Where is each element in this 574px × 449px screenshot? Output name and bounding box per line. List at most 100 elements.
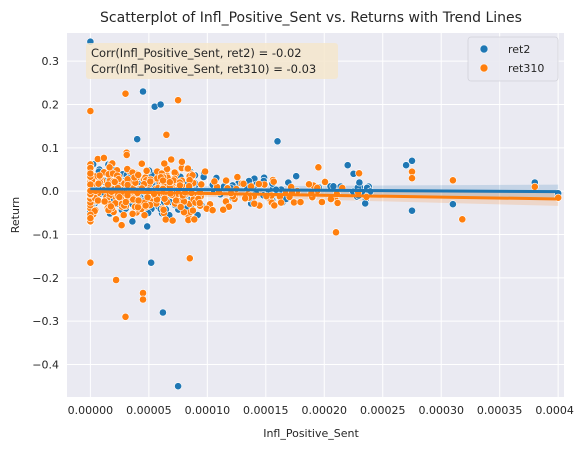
point-ret310 (167, 155, 176, 164)
point-ret310 (122, 150, 131, 159)
point-ret310 (530, 182, 539, 191)
point-ret2 (128, 217, 137, 226)
point-ret310 (333, 198, 342, 207)
legend-label-ret2: ret2 (508, 43, 530, 56)
x-axis-label: Infl_Positive_Sent (263, 427, 359, 440)
legend: ret2 ret310 (467, 36, 559, 82)
y-tick-label: 0.0 (42, 185, 60, 198)
point-ret310 (270, 201, 279, 210)
point-ret310 (208, 206, 217, 215)
point-ret2 (408, 206, 416, 215)
y-axis-ticks: −0.4 −0.3 −0.2 −0.1 0.0 0.1 0.2 0.3 (32, 55, 59, 371)
y-tick-label: 0.3 (42, 55, 60, 68)
annotation-box (86, 43, 338, 79)
point-ret310 (269, 177, 278, 186)
point-ret310 (123, 180, 132, 189)
x-tick-label: 0.00025 (360, 404, 406, 417)
y-axis-label: Return (9, 197, 22, 234)
point-ret310 (139, 295, 147, 304)
point-ret310 (86, 169, 95, 178)
point-ret310 (408, 174, 416, 183)
legend-marker-ret2 (479, 44, 489, 54)
point-ret2 (448, 200, 457, 209)
legend-marker-ret310 (479, 63, 489, 73)
point-ret310 (239, 179, 248, 188)
point-ret310 (177, 157, 186, 166)
point-ret310 (162, 130, 171, 139)
trend-line-ret2 (90, 187, 559, 194)
point-ret310 (104, 180, 112, 189)
point-ret310 (161, 215, 170, 224)
point-ret310 (105, 163, 114, 172)
point-ret310 (134, 170, 143, 179)
legend-label-ret310: ret310 (508, 62, 544, 75)
point-ret310 (137, 159, 146, 168)
point-ret310 (296, 198, 305, 206)
point-ret310 (408, 167, 416, 176)
y-tick-label: −0.1 (32, 229, 59, 242)
point-ret2 (143, 222, 152, 231)
y-tick-label: 0.2 (42, 99, 60, 112)
point-ret310 (290, 198, 298, 207)
point-ret310 (165, 178, 174, 187)
point-ret310 (314, 163, 323, 172)
point-ret310 (112, 276, 120, 284)
legend-box (467, 36, 559, 82)
annotation-line-ret2: Corr(Infl_Positive_Sent, ret2) = -0.02 (91, 46, 302, 60)
point-ret310 (241, 194, 250, 203)
point-ret310 (160, 159, 169, 168)
point-ret310 (121, 89, 130, 98)
point-ret2 (156, 100, 165, 109)
point-ret310 (448, 176, 457, 185)
point-ret2 (343, 161, 352, 170)
point-ret310 (117, 221, 126, 230)
point-ret310 (183, 164, 192, 173)
point-ret310 (110, 177, 119, 186)
point-ret310 (201, 167, 209, 176)
point-ret310 (107, 202, 115, 211)
x-tick-label: 0.00000 (68, 404, 114, 417)
point-ret2 (292, 172, 301, 181)
x-tick-label: 0.00015 (243, 404, 289, 417)
point-ret310 (185, 254, 194, 263)
trend-line-ret310 (90, 190, 559, 201)
point-ret310 (355, 169, 363, 178)
point-ret310 (140, 211, 149, 220)
point-ret2 (408, 156, 416, 165)
point-ret310 (121, 198, 130, 206)
point-ret310 (159, 205, 168, 214)
point-ret310 (94, 196, 102, 205)
point-ret310 (321, 177, 329, 186)
point-ret2 (355, 178, 364, 187)
point-ret310 (176, 203, 185, 211)
point-ret2 (147, 258, 156, 267)
point-ret2 (174, 382, 182, 391)
point-ret310 (94, 179, 103, 188)
point-ret310 (172, 196, 180, 205)
point-ret2 (139, 87, 147, 96)
point-ret310 (141, 201, 150, 210)
point-ret310 (219, 205, 228, 214)
point-ret310 (115, 193, 124, 202)
point-ret310 (133, 203, 142, 212)
point-ret310 (277, 198, 285, 207)
x-axis-ticks: 0.00000 0.00005 0.00010 0.00015 0.00020 0.000… (68, 404, 574, 417)
point-ret310 (254, 180, 263, 188)
point-ret310 (458, 215, 467, 224)
x-tick-label: 0.00005 (126, 404, 172, 417)
point-ret310 (128, 209, 137, 218)
point-ret310 (119, 211, 128, 219)
point-ret310 (210, 177, 219, 186)
x-tick-label: 0.00020 (302, 404, 348, 417)
point-ret310 (188, 206, 197, 215)
point-ret2 (329, 182, 338, 191)
point-ret310 (175, 181, 184, 190)
point-ret310 (134, 196, 143, 205)
point-ret310 (317, 198, 326, 206)
correlation-annotation: Corr(Infl_Positive_Sent, ret2) = -0.02 C… (86, 43, 338, 79)
x-tick-label: 0.00040 (535, 404, 574, 417)
point-ret310 (174, 96, 182, 105)
annotation-line-ret310: Corr(Infl_Positive_Sent, ret310) = -0.03 (91, 62, 316, 76)
point-ret2 (361, 199, 370, 208)
